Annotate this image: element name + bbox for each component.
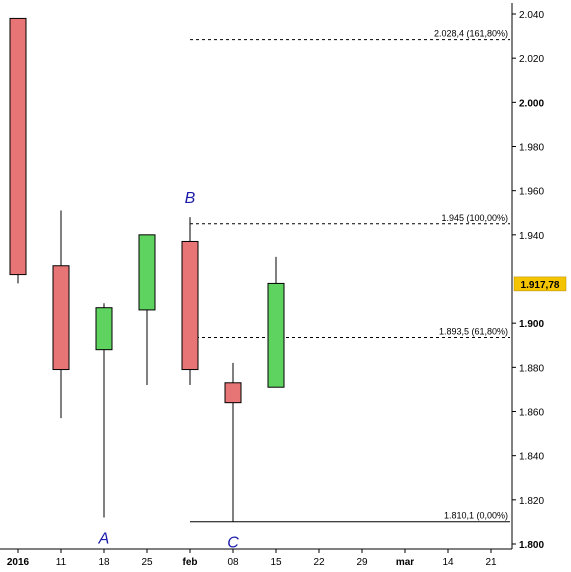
x-tick-label: 22 bbox=[313, 557, 325, 568]
x-tick-label: mar bbox=[396, 557, 414, 568]
level-label: 1.945 (100,00%) bbox=[441, 213, 508, 223]
candle-down bbox=[9, 17, 27, 276]
axes: 2.040 2.020 2.000 1.980 1.960 1.940 1.900 1.880… bbox=[0, 3, 544, 568]
y-tick-label: 1.800 bbox=[519, 540, 544, 551]
last-price-tag bbox=[513, 276, 567, 292]
candle-down bbox=[52, 265, 70, 371]
point-label-a: A bbox=[98, 531, 110, 548]
x-tick-label: 2016 bbox=[7, 557, 30, 568]
y-tick-label: 1.960 bbox=[519, 187, 544, 198]
x-tick-label: 25 bbox=[141, 557, 153, 568]
x-tick-label: 29 bbox=[356, 557, 368, 568]
candle-down bbox=[224, 382, 242, 404]
point-label-c: C bbox=[227, 535, 239, 552]
fibonacci-levels: 2.028,4 (161,80%) 1.945 (100,00%) 1.893,5 … bbox=[190, 29, 510, 523]
y-tick-label: 1.980 bbox=[519, 143, 544, 154]
x-tick-label: 08 bbox=[227, 557, 239, 568]
level-label: 1.893,5 (61,80%) bbox=[439, 327, 508, 337]
candle-up bbox=[267, 282, 285, 388]
y-tick-label: 1.880 bbox=[519, 363, 544, 374]
x-tick-label: feb bbox=[183, 557, 198, 568]
candle-up bbox=[138, 234, 156, 311]
annotations: A B C 1.917,78 bbox=[98, 190, 567, 552]
y-tick-label: 1.940 bbox=[519, 231, 544, 242]
x-tick-label: 21 bbox=[485, 557, 497, 568]
y-tick-label: 2.020 bbox=[519, 54, 544, 65]
candle-down bbox=[181, 240, 199, 371]
candle-up bbox=[95, 307, 113, 351]
y-tick-label: 1.860 bbox=[519, 408, 544, 419]
y-tick-label: 1.900 bbox=[519, 319, 544, 330]
y-tick-label: 1.840 bbox=[519, 452, 544, 463]
x-tick-label: 14 bbox=[442, 557, 454, 568]
level-label: 2.028,4 (161,80%) bbox=[434, 29, 508, 39]
y-tick-label: 1.820 bbox=[519, 496, 544, 507]
x-tick-label: 11 bbox=[56, 557, 67, 568]
level-label: 1.810,1 (0,00%) bbox=[444, 511, 508, 521]
candles bbox=[9, 17, 285, 522]
y-tick-label: 2.040 bbox=[519, 10, 544, 21]
x-tick-label: 15 bbox=[270, 557, 282, 568]
y-tick-label: 2.000 bbox=[519, 98, 544, 109]
last-price-label: 1.917,78 bbox=[521, 280, 560, 291]
x-tick-label: 18 bbox=[98, 557, 110, 568]
point-label-b: B bbox=[185, 190, 196, 207]
